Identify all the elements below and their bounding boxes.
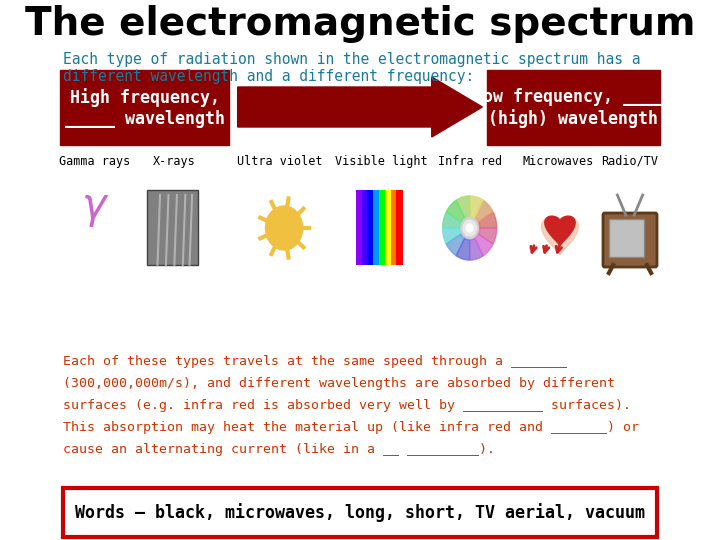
Wedge shape (469, 238, 483, 260)
Wedge shape (479, 212, 497, 228)
FancyBboxPatch shape (379, 190, 385, 265)
FancyBboxPatch shape (609, 219, 644, 257)
FancyBboxPatch shape (487, 70, 660, 145)
FancyBboxPatch shape (60, 70, 229, 145)
Circle shape (463, 220, 477, 236)
Text: Each type of radiation shown in the electromagnetic spectrum has a
different wav: Each type of radiation shown in the elec… (63, 52, 641, 84)
Text: Visible light: Visible light (335, 155, 428, 168)
Text: Microwaves: Microwaves (523, 155, 594, 168)
Wedge shape (446, 200, 464, 222)
Wedge shape (474, 200, 493, 222)
FancyBboxPatch shape (603, 213, 657, 267)
Text: Each of these types travels at the same speed through a _______: Each of these types travels at the same … (63, 355, 567, 368)
Text: X-rays: X-rays (153, 155, 196, 168)
Text: This absorption may heat the material up (like infra red and _______) or: This absorption may heat the material up… (63, 421, 639, 434)
Wedge shape (469, 196, 483, 218)
FancyBboxPatch shape (367, 190, 374, 265)
FancyBboxPatch shape (397, 190, 402, 265)
Text: (300,000,000m/s), and different wavelengths are absorbed by different: (300,000,000m/s), and different waveleng… (63, 377, 615, 390)
Wedge shape (474, 234, 493, 256)
Wedge shape (446, 234, 464, 256)
Polygon shape (541, 219, 579, 255)
Text: Low frequency, _____
(high) wavelength: Low frequency, _____ (high) wavelength (472, 88, 672, 128)
Text: Ultra violet: Ultra violet (237, 155, 323, 168)
Text: surfaces (e.g. infra red is absorbed very well by __________ surfaces).: surfaces (e.g. infra red is absorbed ver… (63, 399, 631, 412)
Wedge shape (443, 228, 461, 244)
Text: Infra red: Infra red (438, 155, 502, 168)
Text: High frequency,
_____ wavelength: High frequency, _____ wavelength (65, 88, 225, 128)
FancyBboxPatch shape (148, 190, 198, 265)
Wedge shape (456, 238, 469, 260)
Wedge shape (443, 212, 461, 228)
Text: cause an alternating current (like in a __ _________).: cause an alternating current (like in a … (63, 443, 495, 456)
Text: The electromagnetic spectrum: The electromagnetic spectrum (24, 5, 696, 43)
Circle shape (266, 206, 302, 250)
Text: γ: γ (82, 185, 107, 227)
FancyBboxPatch shape (361, 190, 368, 265)
FancyBboxPatch shape (390, 190, 397, 265)
Wedge shape (479, 228, 497, 244)
FancyArrow shape (238, 77, 482, 137)
Circle shape (443, 196, 497, 260)
FancyBboxPatch shape (384, 190, 391, 265)
FancyBboxPatch shape (373, 190, 379, 265)
Circle shape (467, 224, 473, 232)
Text: Words – black, microwaves, long, short, TV aerial, vacuum: Words – black, microwaves, long, short, … (75, 503, 645, 523)
Wedge shape (456, 196, 469, 218)
Text: Gamma rays: Gamma rays (58, 155, 130, 168)
Text: Radio/TV: Radio/TV (601, 155, 659, 168)
Polygon shape (545, 216, 575, 246)
FancyBboxPatch shape (356, 190, 362, 265)
FancyBboxPatch shape (63, 488, 657, 537)
